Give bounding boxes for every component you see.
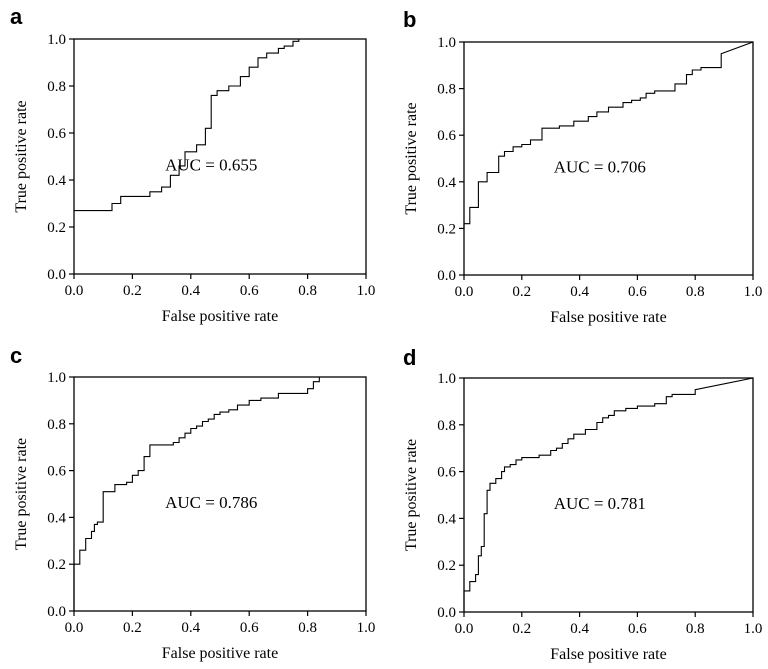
roc-curve-line — [463, 377, 754, 612]
auc-annotation: AUC = 0.706 — [554, 157, 646, 176]
y-tick-label: 0.6 — [437, 128, 456, 144]
y-tick-label: 0.4 — [47, 510, 66, 526]
x-tick-label: 0.2 — [123, 283, 142, 299]
y-tick-label: 0.2 — [437, 558, 456, 574]
x-tick-label: 0.8 — [686, 621, 705, 637]
panel-letter: a — [10, 4, 23, 29]
y-tick-label: 0.4 — [437, 511, 456, 527]
roc-panel-a: a 0.0 0.2 0.4 0.6 0.8 1.0 0.0 0.2 0.4 0.6 0.8 1.0 Fal… — [10, 4, 375, 325]
x-axis-label: False positive rate — [162, 645, 278, 662]
auc-annotation: AUC = 0.655 — [165, 156, 257, 175]
x-tick-label: 0.6 — [628, 621, 647, 637]
plot-frame — [73, 376, 367, 612]
x-tick-label: 0.8 — [686, 284, 705, 300]
x-tick-label: 0.2 — [123, 620, 142, 636]
panel-letter: c — [10, 343, 22, 368]
roc-panel-d: d 0.0 0.2 0.4 0.6 0.8 1.0 0.0 0.2 0.4 0.6 0.8 1.0 Fal… — [403, 345, 762, 663]
y-tick-label: 0.6 — [47, 126, 66, 142]
y-tick-label: 1.0 — [437, 371, 456, 387]
plot-frame — [463, 41, 754, 276]
roc-curve-line — [74, 39, 300, 212]
x-tick-label: 0.6 — [240, 620, 259, 636]
y-tick-label: 0.4 — [47, 173, 66, 189]
x-axis-label: False positive rate — [550, 309, 666, 326]
y-tick-label: 0.8 — [437, 82, 456, 98]
y-axis-label: True positive rate — [13, 438, 30, 550]
x-tick-label: 0.0 — [455, 621, 474, 637]
roc-panel-c: c 0.0 0.2 0.4 0.6 0.8 1.0 0.0 0.2 0.4 0.6 0.8 1.0 Fal… — [10, 343, 375, 662]
x-axis-label: False positive rate — [162, 308, 278, 325]
x-tick-label: 0.4 — [181, 620, 200, 636]
y-axis-label: True positive rate — [403, 102, 420, 214]
y-tick-label: 0.2 — [437, 221, 456, 237]
x-tick-label: 0.6 — [628, 284, 647, 300]
y-tick-label: 0.0 — [437, 605, 456, 621]
y-tick-label: 0.6 — [437, 465, 456, 481]
x-tick-label: 0.4 — [181, 283, 200, 299]
plot-frame — [73, 38, 367, 275]
y-axis-label: True positive rate — [403, 439, 420, 551]
roc-panel-b: b 0.0 0.2 0.4 0.6 0.8 1.0 0.0 0.2 0.4 0.6 0.8 1.0 Fal… — [403, 7, 762, 326]
y-tick-label: 1.0 — [47, 32, 66, 48]
y-tick-label: 0.0 — [47, 267, 66, 283]
x-tick-label: 0.0 — [455, 284, 474, 300]
roc-curve-line — [463, 41, 754, 229]
y-tick-label: 1.0 — [47, 370, 66, 386]
auc-annotation: AUC = 0.786 — [165, 493, 257, 512]
x-tick-label: 0.4 — [570, 621, 589, 637]
x-tick-label: 0.0 — [65, 620, 84, 636]
y-tick-label: 0.2 — [47, 220, 66, 236]
x-tick-label: 0.6 — [240, 283, 259, 299]
y-tick-label: 0.8 — [47, 417, 66, 433]
y-tick-label: 0.8 — [47, 79, 66, 95]
x-tick-label: 1.0 — [357, 620, 376, 636]
y-tick-label: 0.6 — [47, 464, 66, 480]
y-tick-label: 0.8 — [437, 418, 456, 434]
x-tick-label: 1.0 — [357, 283, 376, 299]
x-tick-label: 0.0 — [65, 283, 84, 299]
x-tick-label: 1.0 — [744, 284, 763, 300]
y-tick-label: 0.2 — [47, 557, 66, 573]
roc-curve-line — [73, 376, 323, 611]
x-tick-label: 0.4 — [570, 284, 589, 300]
x-axis-label: False positive rate — [550, 646, 666, 663]
plot-frame — [463, 377, 754, 613]
x-tick-label: 0.2 — [512, 284, 531, 300]
x-tick-label: 0.2 — [512, 621, 531, 637]
y-tick-label: 0.0 — [47, 604, 66, 620]
x-tick-label: 0.8 — [298, 620, 317, 636]
y-tick-label: 0.0 — [437, 268, 456, 284]
panel-letter: d — [403, 345, 416, 370]
x-tick-label: 0.8 — [298, 283, 317, 299]
auc-annotation: AUC = 0.781 — [554, 494, 646, 513]
x-tick-label: 1.0 — [744, 621, 763, 637]
y-tick-label: 0.4 — [437, 175, 456, 191]
y-axis-label: True positive rate — [13, 100, 30, 212]
panel-letter: b — [403, 7, 416, 32]
y-tick-label: 1.0 — [437, 35, 456, 51]
